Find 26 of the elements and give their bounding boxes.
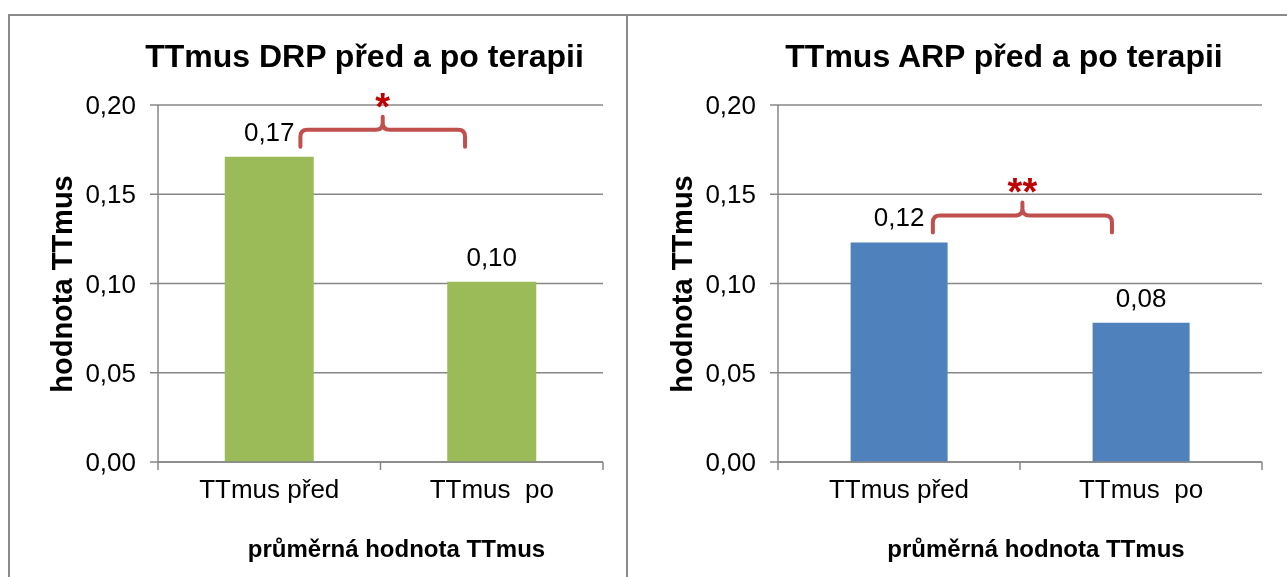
x-tick-label: TTmus před: [828, 474, 970, 505]
y-tick-label: 0,05: [705, 357, 756, 388]
chart-title: TTmus DRP před a po terapii: [145, 38, 584, 74]
y-tick-label: 0,20: [705, 90, 756, 121]
x-tick-label: TTmus před: [199, 474, 340, 505]
y-tick-label: 0,00: [705, 447, 756, 478]
x-tick-label: TTmus po: [1078, 474, 1204, 505]
y-tick-label: 0,10: [705, 268, 756, 299]
y-tick-label: 0,15: [705, 179, 756, 210]
y-tick-label: 0,05: [85, 357, 136, 388]
y-tick-label: 0,15: [85, 179, 136, 210]
y-axis-title: hodnota TTmus: [665, 174, 698, 393]
data-label: 0,12: [873, 202, 925, 233]
y-tick-label: 0,10: [85, 268, 136, 299]
x-axis-title: průměrná hodnota TTmus: [247, 535, 546, 562]
y-tick-label: 0,20: [85, 90, 136, 121]
annotation: *: [375, 85, 391, 128]
data-label: 0,10: [466, 241, 518, 272]
chart-title: TTmus ARP před a po terapii: [785, 38, 1223, 74]
x-tick-label: TTmus po: [429, 474, 554, 505]
y-axis-title: hodnota TTmus: [45, 174, 78, 393]
annotation: **: [1007, 171, 1038, 214]
data-label: 0,17: [243, 116, 295, 147]
x-axis-title: průměrná hodnota TTmus: [887, 535, 1185, 562]
y-tick-label: 0,00: [85, 447, 136, 478]
data-label: 0,08: [1115, 282, 1167, 313]
